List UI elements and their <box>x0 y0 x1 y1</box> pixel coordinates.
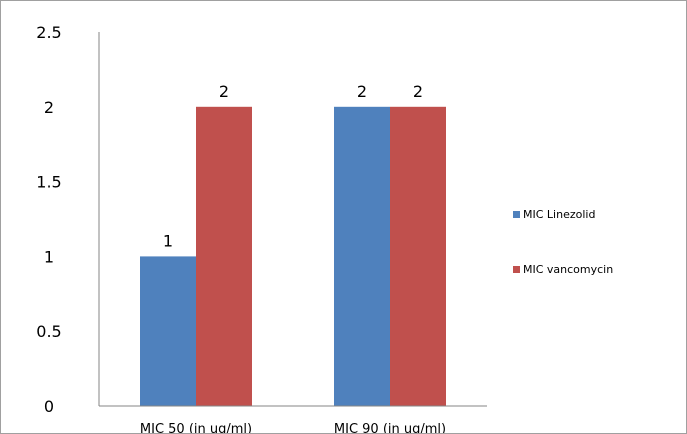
y-tick-label: 1 <box>44 247 54 266</box>
data-label: 2 <box>357 82 367 101</box>
y-tick-label: 1.5 <box>36 173 61 192</box>
x-category-label: MIC 90 (in ug/ml) <box>334 422 446 434</box>
bar-mic-vancomycin <box>196 106 252 407</box>
data-label: 2 <box>413 82 423 101</box>
data-label: 1 <box>163 231 173 250</box>
bar-mic-linezolid <box>140 256 196 406</box>
y-tick-label: 2.5 <box>36 23 61 42</box>
bar-mic-vancomycin <box>390 106 446 407</box>
y-tick-label: 2 <box>44 98 54 117</box>
legend-label: MIC vancomycin <box>523 263 613 276</box>
x-category-label: MIC 50 (in ug/ml) <box>140 422 252 434</box>
legend-label: MIC Linezolid <box>523 208 595 221</box>
y-tick-label: 0.5 <box>36 322 61 341</box>
y-tick-label: 0 <box>44 397 54 416</box>
data-label: 2 <box>219 82 229 101</box>
bar-mic-linezolid <box>334 106 390 407</box>
legend-swatch <box>513 266 520 273</box>
legend-swatch <box>513 211 520 218</box>
